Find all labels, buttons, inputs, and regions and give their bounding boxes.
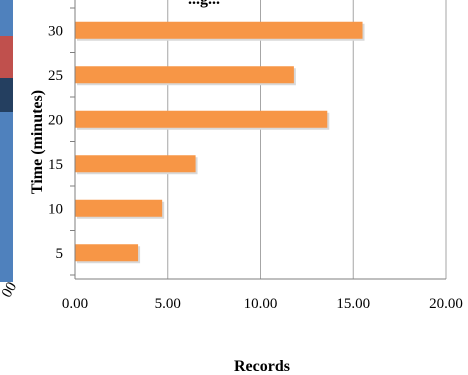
y-tick-label: 25 bbox=[48, 68, 63, 84]
bar bbox=[75, 155, 196, 173]
y-tick-labels: 5 10 15 20 25 30 bbox=[48, 23, 63, 262]
left-partial-block-5 bbox=[0, 172, 13, 230]
x-tick-label: 15.00 bbox=[336, 296, 370, 312]
bar bbox=[75, 21, 363, 39]
bar bbox=[75, 244, 139, 262]
bars bbox=[75, 21, 365, 264]
bar bbox=[75, 199, 163, 217]
x-tick-label: 20.00 bbox=[429, 296, 463, 312]
left-partial-chart: 00 bbox=[0, 0, 20, 300]
x-tick-label: 5.00 bbox=[155, 296, 181, 312]
left-partial-block-4 bbox=[0, 112, 13, 172]
chart-title: ...g... bbox=[188, 0, 220, 8]
gridlines bbox=[167, 0, 447, 279]
y-tick-label: 10 bbox=[48, 201, 63, 217]
left-partial-tick-fragment: 00 bbox=[0, 279, 20, 300]
left-partial-block-1 bbox=[0, 0, 13, 36]
x-axis-title: Records bbox=[234, 358, 290, 375]
bar bbox=[75, 110, 328, 128]
x-tick-labels: 0.00 5.00 10.00 15.00 20.00 bbox=[62, 296, 463, 312]
y-tick-label: 15 bbox=[48, 157, 63, 173]
x-tick-label: 10.00 bbox=[244, 296, 278, 312]
bar bbox=[75, 66, 294, 84]
left-partial-block-6 bbox=[0, 230, 13, 282]
left-partial-block-2 bbox=[0, 36, 13, 78]
axes bbox=[70, 0, 446, 280]
y-axis-title: Time (minutes) bbox=[29, 90, 46, 194]
y-tick-label: 5 bbox=[56, 246, 64, 262]
left-partial-block-3 bbox=[0, 78, 13, 112]
x-tick-label: 0.00 bbox=[62, 296, 88, 312]
y-tick-label: 20 bbox=[48, 112, 63, 128]
y-tick-label: 30 bbox=[48, 23, 63, 39]
